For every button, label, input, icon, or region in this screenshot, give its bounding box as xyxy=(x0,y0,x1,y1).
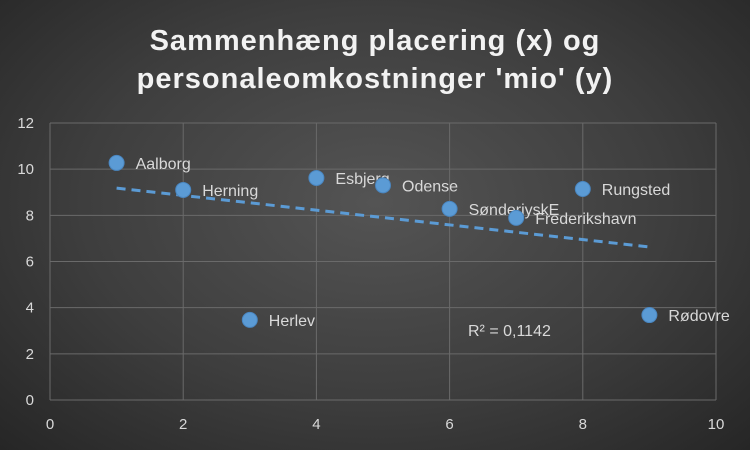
chart-title-line-2: personaleomkostninger 'mio' (y) xyxy=(137,63,614,95)
data-label-odense: Odense xyxy=(402,178,458,195)
data-label-herning: Herning xyxy=(202,183,258,200)
x-tick-label: 4 xyxy=(312,416,320,433)
y-tick-label: 6 xyxy=(26,254,34,271)
x-tick-label: 0 xyxy=(46,416,54,433)
r-squared-label: R² = 0,1142 xyxy=(468,323,551,340)
data-label-herlev: Herlev xyxy=(269,313,315,330)
data-point-esbjerg xyxy=(308,169,325,186)
y-tick-label: 2 xyxy=(26,346,34,363)
data-label-aalborg: Aalborg xyxy=(136,156,191,173)
y-tick-label: 0 xyxy=(26,392,34,409)
data-point-frederikshavn xyxy=(508,209,525,226)
data-point-sønderjyske xyxy=(441,200,458,217)
y-tick-label: 4 xyxy=(26,300,34,317)
data-point-herlev xyxy=(241,311,258,328)
data-point-rødovre xyxy=(641,307,658,324)
axis-ticks: 0 2 4 6 8 10 0 2 4 6 8 10 12 xyxy=(17,115,724,433)
gridlines xyxy=(49,122,717,401)
y-tick-label: 8 xyxy=(26,207,34,224)
data-label-rødovre: Rødovre xyxy=(668,308,729,325)
x-tick-label: 6 xyxy=(445,416,453,433)
data-point-odense xyxy=(375,177,391,194)
data-label-frederikshavn: Frederikshavn xyxy=(535,211,636,228)
x-tick-label: 2 xyxy=(179,416,187,433)
data-point-rungsted xyxy=(574,181,591,198)
data-points: AalborgHerningHerlevEsbjergOdenseSønderj… xyxy=(108,154,730,330)
data-label-rungsted: Rungsted xyxy=(602,182,671,199)
x-tick-label: 10 xyxy=(708,416,725,433)
data-point-herning xyxy=(175,181,192,198)
y-tick-label: 10 xyxy=(17,161,34,178)
chart-title-line-1: Sammenhæng placering (x) og xyxy=(150,25,601,57)
y-tick-label: 12 xyxy=(17,115,34,132)
x-tick-label: 8 xyxy=(579,416,587,433)
data-point-aalborg xyxy=(108,154,125,171)
